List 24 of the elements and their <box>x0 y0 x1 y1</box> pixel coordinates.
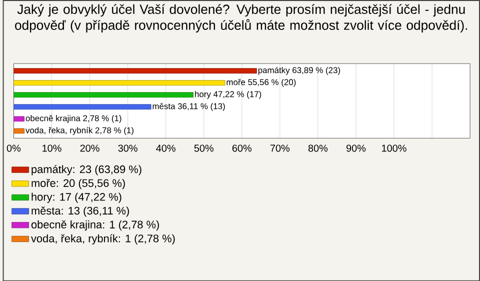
x-tick-label: 70% <box>270 144 290 152</box>
x-tick-label: 10% <box>42 144 62 152</box>
data-label: památky 63,89 % (23) <box>258 66 340 75</box>
data-label: obecně krajina 2,78 % (1) <box>26 114 122 123</box>
x-tick-label: 100% <box>382 144 406 152</box>
x-tick-label: 80% <box>308 144 328 152</box>
legend-label: moře: 20 (55,56 %) <box>32 178 125 189</box>
legend-label: památky: 23 (63,89 %) <box>32 164 142 176</box>
x-tick-label: 0% <box>6 144 21 152</box>
legend-label: hory: 17 (47,22 %) <box>32 192 122 203</box>
data-label: hory 47,22 % (17) <box>195 90 262 99</box>
data-label: moře 55,56 % (20) <box>226 78 296 87</box>
x-tick-label: 90% <box>346 144 366 152</box>
legend-label: voda, řeka, rybník: 1 (2,78 %) <box>31 234 175 244</box>
x-tick-label: 40% <box>156 144 176 152</box>
chart-title: Jaký je obvyklý účel Vaší dovolené? Vyberte prosím nejčastější účel - jednu odpověď (v případě rovnocenných účelů máte možnost zvolit více odpovědí). <box>15 4 468 32</box>
x-tick-label: 50% <box>194 144 214 152</box>
data-label: voda, řeka, rybník 2,78 % (1) <box>26 126 134 135</box>
x-tick-label: 60% <box>232 144 252 152</box>
legend-label: obecně krajina: 1 (2,78 %) <box>31 220 159 230</box>
data-label: města 36,11 % (13) <box>152 102 225 111</box>
legend-label: města: 13 (36,11 %) <box>32 206 129 217</box>
x-tick-label: 20% <box>80 144 100 152</box>
x-tick-label: 30% <box>118 144 138 152</box>
